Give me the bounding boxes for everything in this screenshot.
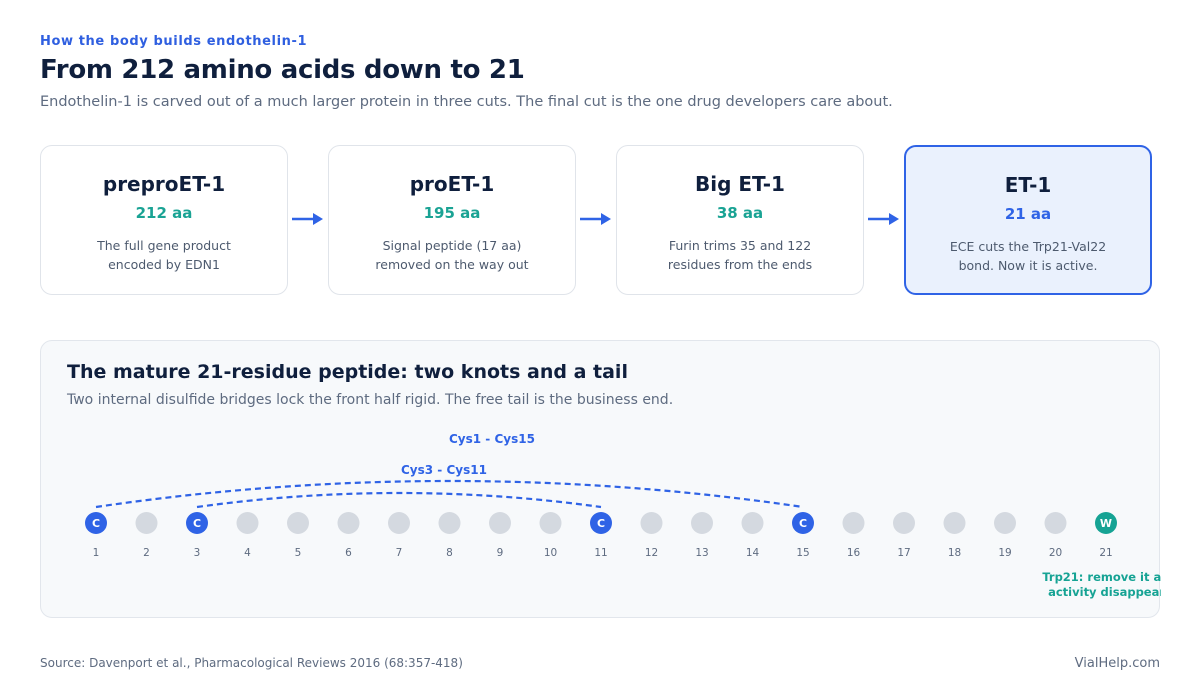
cysteine-residue <box>85 512 107 534</box>
residue-number: 11 <box>594 547 607 559</box>
cysteine-residue <box>590 512 612 534</box>
residue-dot <box>236 512 259 534</box>
residue-number: 2 <box>143 547 150 559</box>
stage-length: 21 aa <box>1004 205 1052 223</box>
tryptophan-residue <box>1095 512 1117 534</box>
stage-card-big-et1: Big ET-1 38 aa Furin trims 35 and 122 re… <box>616 145 864 295</box>
residue-number: 4 <box>244 547 251 559</box>
page-title: From 212 amino acids down to 21 <box>40 55 525 85</box>
kicker: How the body builds endothelin-1 <box>40 34 308 49</box>
residue-letter: C <box>597 517 605 530</box>
residue-number: 8 <box>446 547 453 559</box>
residue-number: 20 <box>1049 547 1062 559</box>
stage-desc-line: encoded by EDN1 <box>108 257 220 272</box>
stage-length: 195 aa <box>423 204 481 222</box>
stage-length: 38 aa <box>716 204 764 222</box>
stage-desc-line: bond. Now it is active. <box>958 258 1098 273</box>
residue-dot <box>337 512 360 534</box>
panel-subtitle: Two internal disulfide bridges lock the … <box>67 392 674 408</box>
bridge-label: Cys1 - Cys15 <box>449 432 535 446</box>
bridge-label: Cys3 - Cys11 <box>401 463 487 477</box>
stage-description: Signal peptide (17 aa) removed on the wa… <box>352 236 552 274</box>
residue-number: 7 <box>396 547 403 559</box>
residue-dot <box>287 512 309 534</box>
stage-description: ECE cuts the Trp21-Val22 bond. Now it is… <box>928 237 1128 275</box>
stage-card-preproet1: preproET-1 212 aa The full gene product … <box>40 145 288 295</box>
stage-desc-line: Signal peptide (17 aa) <box>382 238 522 253</box>
residue-dot <box>994 512 1016 534</box>
residue-number: 18 <box>948 547 961 559</box>
disulfide-bridge <box>196 491 602 509</box>
residue-number: 21 <box>1099 547 1112 559</box>
residue-letter: C <box>92 517 100 530</box>
stage-description: The full gene product encoded by EDN1 <box>64 236 264 274</box>
cysteine-residue <box>792 512 814 534</box>
stage-name: Big ET-1 <box>695 172 785 196</box>
residue-dot <box>135 512 158 534</box>
residue-dot <box>388 512 410 534</box>
residue-number: 9 <box>497 547 504 559</box>
arrow-right-icon <box>868 213 899 225</box>
tail-note: activity disappears <box>1048 585 1161 599</box>
residue-number: 1 <box>93 547 100 559</box>
page-subtitle: Endothelin-1 is carved out of a much lar… <box>40 94 893 110</box>
stage-name: ET-1 <box>1004 173 1052 197</box>
residue-number: 10 <box>544 547 557 559</box>
residue-number: 17 <box>897 547 910 559</box>
arrow-right-icon <box>580 213 611 225</box>
stage-card-et1: ET-1 21 aa ECE cuts the Trp21-Val22 bond… <box>904 145 1152 295</box>
residue-number: 3 <box>194 547 201 559</box>
residue-number: 6 <box>345 547 352 559</box>
residue-letter: C <box>799 517 807 530</box>
stage-description: Furin trims 35 and 122 residues from the… <box>640 236 840 274</box>
residue-dot <box>539 512 562 534</box>
residue-dot <box>438 512 461 534</box>
stage-name: preproET-1 <box>102 172 226 196</box>
panel-title: The mature 21-residue peptide: two knots… <box>67 361 628 383</box>
residue-number: 12 <box>645 547 658 559</box>
source-citation: Source: Davenport et al., Pharmacologica… <box>40 656 463 670</box>
stage-card-proet1: proET-1 195 aa Signal peptide (17 aa) re… <box>328 145 576 295</box>
residue-dot <box>640 512 663 534</box>
cysteine-residue <box>186 512 208 534</box>
residue-dot <box>691 512 713 534</box>
residue-number: 15 <box>796 547 809 559</box>
stage-desc-line: residues from the ends <box>667 257 813 272</box>
stage-name: proET-1 <box>409 172 495 196</box>
stage-desc-line: removed on the way out <box>375 257 529 272</box>
tail-note: Trp21: remove it and <box>1042 570 1161 584</box>
peptide-panel: The mature 21-residue peptide: two knots… <box>40 340 1161 618</box>
arrow-right-icon <box>292 213 323 225</box>
residue-dot <box>842 512 865 534</box>
disulfide-bridge <box>95 479 804 509</box>
stage-desc-line: The full gene product <box>97 238 231 253</box>
stage-length: 212 aa <box>135 204 193 222</box>
residue-number: 14 <box>746 547 760 559</box>
residue-number: 19 <box>998 547 1011 559</box>
stage-desc-line: Furin trims 35 and 122 <box>668 238 812 253</box>
residue-dot <box>1044 512 1067 534</box>
residue-number: 5 <box>295 547 302 559</box>
stage-desc-line: ECE cuts the Trp21-Val22 <box>949 239 1107 254</box>
residue-dot <box>489 512 511 534</box>
residue-letter: W <box>1100 517 1112 530</box>
residue-dot <box>741 512 764 534</box>
residue-dot <box>893 512 915 534</box>
residue-letter: C <box>193 517 201 530</box>
residue-number: 16 <box>847 547 861 559</box>
residue-number: 13 <box>695 547 708 559</box>
residue-dot <box>943 512 966 534</box>
brand-label: VialHelp.com <box>1074 656 1160 671</box>
